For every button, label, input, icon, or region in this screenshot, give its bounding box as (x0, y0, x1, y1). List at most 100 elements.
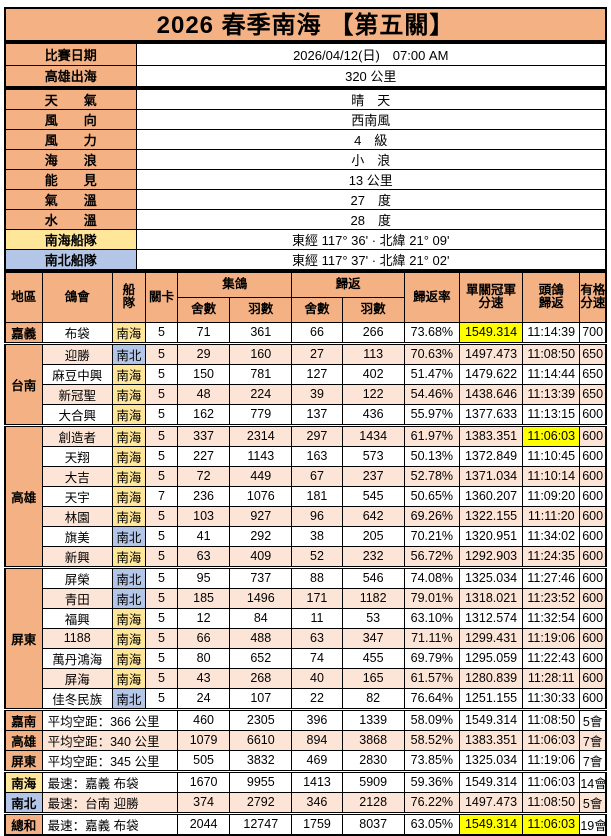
club-name: 布袋 (41, 321, 113, 344)
returned-birds: 82 (341, 687, 405, 710)
collected-lofts: 12 (177, 607, 231, 629)
club-name: 林園 (41, 505, 113, 527)
returned-lofts: 96 (291, 505, 343, 527)
col-header-collected-lofts: 舍數 (177, 296, 231, 323)
summary-first-pigeon-time: 11:06:03 (522, 811, 581, 835)
fleet-tag: 南海 (111, 363, 146, 385)
summary-returned-birds: 5909 (341, 769, 405, 793)
summary-returned-birds: 1339 (341, 707, 405, 731)
summary-returned-lofts: 396 (291, 707, 343, 731)
col-header-stage: 關卡 (144, 271, 179, 323)
collected-lofts: 337 (177, 423, 231, 447)
weather-row: 能 見 13 公里 (4, 169, 607, 190)
weather-row: 天 氣晴 天 (4, 88, 607, 110)
first-pigeon-time: 11:14:44 (522, 363, 581, 385)
champion-speed: 1320.951 (458, 525, 524, 547)
return-rate: 63.10% (403, 607, 460, 629)
weather-value: 晴 天 (135, 88, 607, 110)
fleet-tag: 南海 (111, 647, 146, 669)
stage-count: 5 (144, 465, 179, 487)
fleet-tag: 南海 (111, 423, 146, 447)
return-rate: 61.57% (403, 667, 460, 689)
club-name: 旗美 (41, 525, 113, 547)
stage-count: 5 (144, 545, 179, 568)
club-row: 青田 南北 5 185 1496 171 1182 79.01% 1318.021 11:23:5… (5, 587, 607, 609)
weather-value: 28 度 (135, 209, 607, 230)
first-pigeon-time: 11:10:14 (522, 465, 581, 487)
return-rate: 50.65% (403, 485, 460, 507)
summary-return-rate: 76.22% (403, 791, 460, 814)
club-row: 嘉義 布袋 南海 5 71 361 66 266 73.68% 1549.314 11:14:39 7… (4, 321, 607, 344)
collected-birds: 1496 (229, 587, 293, 609)
fleet-coords: 東經 117° 37' · 北緯 21° 02' (135, 249, 607, 271)
summary-grade: 5會 (579, 791, 607, 814)
summary-champion-speed: 1383.351 (458, 729, 524, 751)
return-rate: 61.97% (403, 423, 460, 447)
summary-return-rate: 58.09% (403, 707, 460, 731)
collected-birds: 292 (229, 525, 293, 547)
qualify-grade: 600 (579, 465, 607, 487)
champion-speed: 1377.633 (458, 403, 524, 426)
returned-lofts: 137 (291, 403, 343, 426)
collected-lofts: 227 (177, 445, 231, 467)
col-header-club: 鴿會 (41, 271, 113, 323)
results-table: 地區 鴿會船隊關卡 集鴿 歸返 歸返率 單關冠軍 分速 頭鴿 歸返 有格 分速 舍數 羽數 舍數 羽數 嘉義… (4, 271, 607, 836)
collected-birds: 409 (229, 545, 293, 568)
summary-row: 嘉南 平均空距：366 公里 460 2305 396 1339 58.09% 1549.31… (4, 707, 607, 731)
champion-speed: 1438.646 (458, 383, 524, 405)
fleet-label: 南海船隊 (4, 229, 137, 250)
returned-birds: 205 (341, 525, 405, 547)
returned-birds: 232 (341, 545, 405, 568)
summary-collected-lofts: 460 (177, 707, 231, 731)
collected-birds: 779 (229, 403, 293, 426)
stage-count: 5 (144, 505, 179, 527)
return-rate: 70.63% (403, 341, 460, 365)
champion-speed: 1360.207 (458, 485, 524, 507)
fleet-tag: 南海 (111, 627, 146, 649)
return-rate: 69.79% (403, 647, 460, 669)
club-name: 1188 (41, 627, 113, 649)
fleet-tag: 南海 (111, 321, 146, 344)
info-label: 高雄出海 (4, 64, 137, 88)
summary-returned-lofts: 469 (291, 749, 343, 772)
summary-desc: 平均空距：345 公里 (41, 749, 179, 772)
qualify-grade: 600 (579, 423, 607, 447)
returned-birds: 165 (341, 667, 405, 689)
returned-birds: 113 (341, 341, 405, 365)
champion-speed: 1372.849 (458, 445, 524, 467)
collected-lofts: 95 (177, 565, 231, 589)
summary-row: 南海 最速：嘉義 布袋 1670 9955 1413 5909 59.36% 1549.314… (4, 769, 607, 793)
fleet-tag: 南海 (111, 383, 146, 405)
first-pigeon-time: 11:24:35 (522, 545, 581, 568)
weather-label: 氣 溫 (4, 189, 137, 210)
weather-value: 27 度 (135, 189, 607, 210)
return-rate: 56.72% (403, 545, 460, 568)
qualify-grade: 600 (579, 545, 607, 568)
stage-count: 5 (144, 587, 179, 609)
qualify-grade: 650 (579, 363, 607, 385)
summary-desc: 平均空距：366 公里 (41, 707, 179, 731)
summary-collected-lofts: 1670 (177, 769, 231, 793)
race-info-table: 比賽日期 2026/04/12(日) 07:00 AM 高雄出海 320 公里 (4, 42, 607, 88)
club-row: 新冠聖 南海 5 48 224 39 122 54.46% 1438.646 11:13:39 65… (5, 383, 607, 405)
collected-lofts: 29 (177, 341, 231, 365)
region-cell: 高雄 (4, 423, 43, 568)
summary-row: 高雄 平均空距：340 公里 1079 6610 894 3868 58.52% 1383.3… (4, 729, 607, 751)
club-row: 麻豆中興 南海 5 150 781 127 402 51.47% 1479.622 11:14:4… (5, 363, 607, 385)
returned-lofts: 27 (291, 341, 343, 365)
qualify-grade: 600 (579, 627, 607, 649)
collected-birds: 2314 (229, 423, 293, 447)
fleet-tag: 南北 (111, 341, 146, 365)
summary-first-pigeon-time: 11:19:06 (522, 749, 581, 772)
collected-lofts: 43 (177, 667, 231, 689)
club-name: 創造者 (41, 423, 113, 447)
summary-grade: 14會 (579, 769, 607, 793)
collected-birds: 84 (229, 607, 293, 629)
collected-lofts: 41 (177, 525, 231, 547)
weather-label: 水 溫 (4, 209, 137, 230)
summary-champion-speed: 1497.473 (458, 791, 524, 814)
club-row: 大合興 南海 5 162 779 137 436 55.97% 1377.633 11:13:15… (5, 403, 607, 426)
first-pigeon-time: 11:22:43 (522, 647, 581, 669)
stage-count: 5 (144, 423, 179, 447)
first-pigeon-time: 11:34:02 (522, 525, 581, 547)
